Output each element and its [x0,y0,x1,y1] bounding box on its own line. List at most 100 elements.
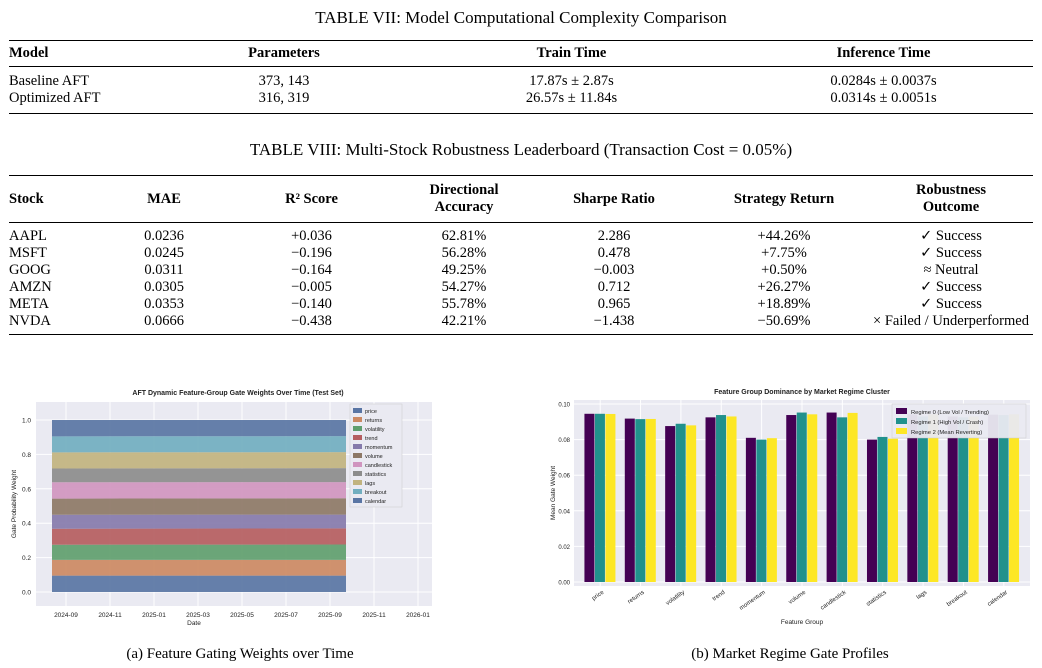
area-candlestick [52,482,346,499]
bar-breakout-regime-1 [958,417,969,582]
legend-swatch [353,426,362,431]
legend-label: Regime 1 (High Vol / Crash) [911,420,983,426]
table8-caption: TABLE VIII: Multi-Stock Robustness Leade… [249,140,793,159]
cell-directional-accuracy: 55.78% [441,296,487,312]
robustness-table-body: AAPL 0.0236 +0.036 62.81% 2.286 +44.26% ✓ Succ… [9,223,1033,335]
bar-breakout-regime-0 [947,416,958,582]
bar-volume-regime-0 [786,415,797,582]
table7-caption: TABLE VII: Model Computational Complexit… [315,8,727,27]
bar-volume-regime-1 [796,412,807,582]
header-mae: MAE [104,175,224,223]
x-tick-label: breakout [946,590,969,608]
bar-trend-regime-2 [726,416,737,582]
x-tick-label: 2025-05 [230,612,254,619]
legend-swatch [353,444,362,449]
bar-calendar-regime-1 [998,415,1009,582]
x-tick-label: 2025-03 [186,612,210,619]
cell-outcome: ≈ Neutral [923,262,979,278]
bar-volatility-regime-1 [675,423,686,582]
bar-price-regime-2 [605,413,616,582]
cell-r2: −0.164 [291,262,332,278]
cell-mae: 0.0666 [144,313,184,329]
bar-statistics-regime-1 [877,436,888,582]
header-r2-score: R² Score [224,175,399,223]
y-tick-label: 0.8 [22,452,31,459]
cell-sharpe: 0.712 [597,279,631,295]
bar-momentum-regime-1 [756,439,767,582]
cell-parameters: 316, 319 [258,90,310,106]
x-tick-label: statistics [866,590,888,608]
x-tick-label: 2026-01 [406,612,430,619]
cell-r2: −0.005 [291,279,332,295]
cell-stock: GOOG [9,262,51,278]
area-trend [52,528,346,545]
cell-outcome: ✓ Success [920,279,982,295]
x-tick-label: candlestick [820,589,849,612]
bar-calendar-regime-0 [988,414,999,582]
table-row: AAPL 0.0236 +0.036 62.81% 2.286 +44.26% ✓ Succ… [9,223,1033,246]
table-row: NVDA 0.0666 −0.438 42.21% −1.438 −50.69% × Fai… [9,313,1033,335]
cell-mae: 0.0305 [144,279,184,295]
cell-parameters: 373, 143 [258,73,310,89]
y-tick-label: 0.04 [558,509,570,515]
cell-mae: 0.0236 [144,228,184,244]
cell-outcome: ✓ Success [920,296,982,312]
header-parameters: Parameters [159,40,409,67]
bar-statistics-regime-0 [866,439,877,582]
header-sharpe-ratio: Sharpe Ratio [529,175,699,223]
cell-stock: AMZN [9,279,52,295]
bar-calendar-regime-2 [1009,414,1020,582]
cell-directional-accuracy: 56.28% [441,245,487,261]
cell-mae: 0.0245 [144,245,184,261]
complexity-table: Model Parameters Train Time Inference Ti… [9,40,1033,114]
cell-r2: −0.196 [291,245,332,261]
legend-swatch [353,471,362,476]
bar-returns-regime-2 [645,418,656,582]
bar-returns-regime-0 [624,418,635,582]
area-returns [52,559,346,576]
bar-volatility-regime-0 [665,426,676,582]
legend-label: volatility [365,427,385,433]
header-robustness-outcome: Robustness Outcome [869,175,1033,223]
chart-title: AFT Dynamic Feature-Group Gate Weights O… [132,390,343,397]
cell-directional-accuracy: 62.81% [441,228,487,244]
cell-strategy-return: +7.75% [761,245,807,261]
area-statistics [52,468,346,483]
legend-swatch [353,480,362,485]
cell-inference-time: 0.0284s ± 0.0037s [830,73,937,89]
cell-directional-accuracy: 54.27% [441,279,487,295]
cell-sharpe: −0.003 [593,262,635,278]
bar-trend-regime-1 [716,415,727,582]
header-inference-time: Inference Time [734,40,1033,67]
y-tick-label: 1.0 [22,418,31,425]
area-lags [52,452,346,469]
cell-directional-accuracy: 49.25% [441,262,487,278]
area-volatility [52,544,346,560]
cell-r2: +0.036 [291,228,332,244]
bar-returns-regime-1 [635,419,646,582]
cell-model: Baseline AFT [9,73,90,89]
y-tick-label: 0.00 [558,581,570,587]
cell-stock: AAPL [9,228,47,244]
legend-label: returns [365,418,382,424]
x-tick-label: calendar [987,590,1009,608]
x-axis-label: Feature Group [781,619,824,626]
area-calendar [52,420,346,437]
cell-sharpe: 2.286 [597,228,631,244]
table-row: AMZN 0.0305 −0.005 54.27% 0.712 +26.27% ✓ Succ… [9,279,1033,296]
y-tick-label: 0.0 [22,590,31,597]
x-tick-label: returns [627,590,646,606]
bar-lags-regime-2 [928,414,939,582]
legend-swatch [896,408,907,414]
y-tick-label: 0.10 [558,403,570,409]
cell-strategy-return: +44.26% [757,228,811,244]
header-stock: Stock [9,175,104,223]
cell-mae: 0.0311 [144,262,184,278]
y-tick-label: 0.4 [22,521,31,528]
bar-price-regime-0 [584,413,595,582]
bar-price-regime-1 [594,413,605,582]
cell-strategy-return: +18.89% [757,296,811,312]
cell-outcome: × Failed / Underperformed [873,313,1029,329]
table-row: Optimized AFT 316, 319 26.57s ± 11.84s 0… [9,90,1033,114]
cell-outcome: ✓ Success [920,245,982,261]
